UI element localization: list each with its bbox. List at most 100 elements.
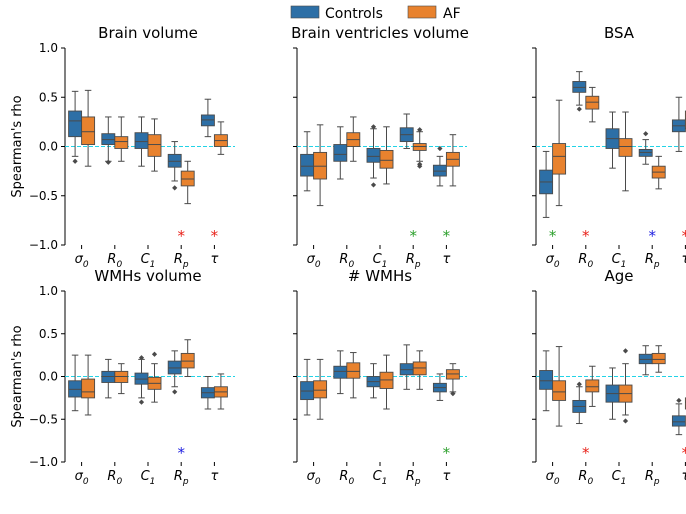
outlier-point	[417, 163, 423, 169]
x-tick-label-base: R	[174, 469, 183, 484]
x-tick-label-subscript: 1	[150, 477, 156, 487]
x-tick-label: Rp	[645, 252, 660, 270]
x-tick-label-subscript: p	[653, 260, 660, 270]
x-tick-label: σ0	[75, 469, 89, 487]
y-tick-label: −1.0	[29, 238, 58, 252]
outlier-point	[676, 397, 682, 404]
x-tick-label-subscript: p	[414, 477, 421, 487]
box-body	[366, 148, 381, 163]
box-body	[333, 365, 348, 379]
x-tick-label-subscript: 0	[315, 260, 321, 270]
box-af-2	[379, 126, 394, 185]
legend-swatch-controls	[290, 5, 320, 19]
box-body	[114, 136, 129, 149]
y-tick-label: −1.0	[29, 455, 58, 469]
box-controls-1	[333, 350, 348, 395]
box-body	[68, 110, 83, 138]
significance-star: *	[177, 444, 185, 462]
x-tick-label: C1	[612, 252, 627, 270]
box-controls-3	[638, 345, 653, 376]
panel-title: BSA	[604, 24, 635, 42]
panel-title: WMHs volume	[94, 267, 201, 285]
legend-swatch-af	[407, 5, 437, 19]
x-tick-label-base: τ	[442, 252, 450, 267]
box-body	[651, 352, 666, 365]
y-tick-label: 0.0	[39, 370, 58, 384]
significance-star: *	[582, 227, 590, 245]
x-tick-label: C1	[373, 252, 388, 270]
box-body	[313, 380, 328, 399]
outlier-point	[138, 399, 145, 405]
box-controls-1	[333, 126, 348, 180]
box-controls-2	[605, 367, 620, 420]
legend: Controls AF	[290, 5, 461, 22]
box-af-0	[81, 354, 96, 416]
box-controls-0	[68, 354, 83, 412]
x-tick-label: Rp	[645, 469, 660, 487]
box-controls-3	[167, 141, 182, 191]
x-tick-label-base: R	[406, 469, 415, 484]
panel-title: Age	[604, 267, 633, 285]
x-tick-label: Rp	[174, 469, 189, 487]
x-tick-label-subscript: 0	[83, 260, 89, 270]
box-af-2	[147, 118, 162, 172]
x-tick-label: R0	[107, 469, 122, 487]
x-tick-label-base: R	[578, 252, 587, 267]
x-tick-label-base: σ	[307, 252, 316, 267]
box-af-4	[445, 134, 460, 187]
box-af-3	[651, 155, 666, 190]
box-controls-0	[68, 90, 83, 164]
panel-3: WMHs volume 1.0 0.5 0.0 −0.5 −1.0 Spearman's r…	[10, 267, 235, 487]
box-body	[333, 144, 348, 162]
outlier-point	[138, 355, 145, 361]
box-controls-0	[300, 358, 315, 416]
x-tick-label-subscript: 0	[587, 260, 593, 270]
box-af-0	[313, 124, 328, 207]
x-tick-label: τ	[442, 469, 450, 484]
x-tick-label: τ	[681, 252, 686, 267]
y-tick-label: 0.5	[39, 90, 58, 104]
significance-star: *	[211, 227, 219, 245]
box-controls-1	[572, 381, 587, 425]
x-tick-label: R0	[578, 252, 593, 270]
box-af-2	[618, 111, 633, 192]
box-controls-1	[101, 358, 116, 399]
outlier-point	[72, 158, 78, 164]
x-tick-label-base: R	[339, 469, 348, 484]
panel-title: # WMHs	[348, 267, 412, 285]
outlier-point	[151, 351, 158, 357]
x-tick-label: τ	[210, 469, 218, 484]
box-af-0	[552, 99, 567, 207]
box-controls-2	[366, 363, 381, 399]
panel-4: # WMHs*σ0 R0 C1 Rp τ	[293, 267, 467, 487]
outlier-point	[622, 418, 629, 424]
box-af-0	[552, 346, 567, 427]
x-tick-label-subscript: 1	[382, 477, 388, 487]
x-tick-label-subscript: 0	[116, 260, 122, 270]
box-controls-0	[539, 150, 554, 218]
box-body	[618, 138, 633, 157]
box-controls-1	[572, 71, 587, 112]
x-tick-label-subscript: p	[653, 477, 660, 487]
box-af-0	[81, 89, 96, 167]
outlier-point	[450, 391, 456, 397]
y-tick-label: 1.0	[39, 41, 58, 55]
x-tick-label-subscript: p	[414, 260, 421, 270]
significance-star: *	[682, 227, 686, 245]
box-af-1	[346, 116, 361, 162]
x-tick-label-base: C	[612, 469, 622, 484]
x-tick-label: σ0	[546, 469, 560, 487]
box-controls-2	[134, 116, 149, 167]
box-af-3	[180, 160, 195, 205]
x-tick-label-base: σ	[75, 469, 84, 484]
panel-1: Brain ventricles volume* *σ0 R0 C1 Rp τ	[291, 24, 469, 270]
x-tick-label-base: R	[406, 252, 415, 267]
x-tick-label: C1	[141, 252, 156, 270]
box-af-4	[213, 373, 228, 410]
x-tick-label-base: σ	[307, 469, 316, 484]
x-tick-label-base: τ	[210, 252, 218, 267]
box-controls-3	[167, 350, 182, 395]
y-axis-label: Spearman's rho	[10, 325, 25, 427]
box-af-3	[412, 127, 427, 169]
